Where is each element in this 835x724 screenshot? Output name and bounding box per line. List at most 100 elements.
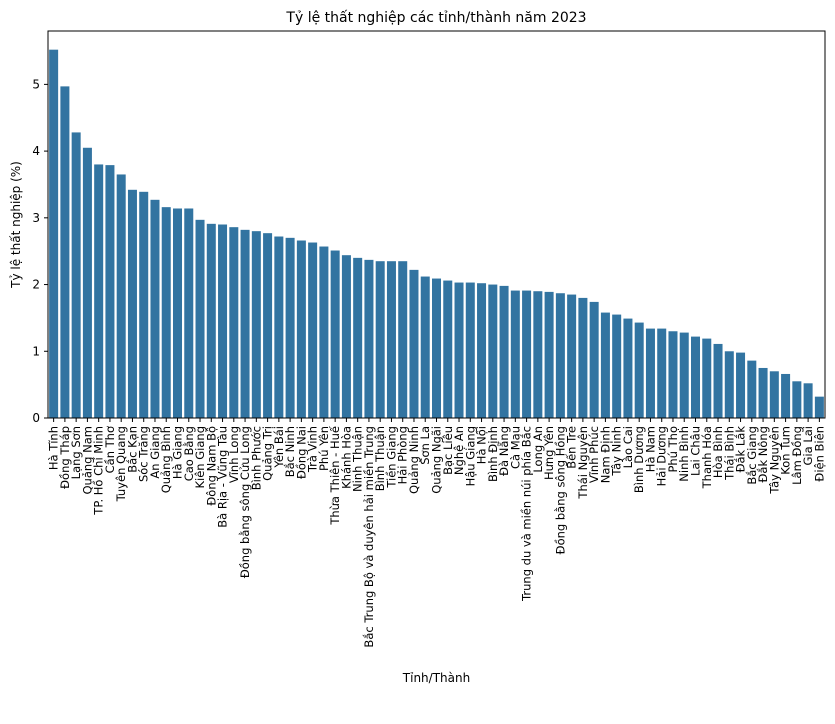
bar-23 [308,242,318,418]
bar-52 [634,322,644,418]
bar-31 [398,261,408,418]
chart-title: Tỷ lệ thất nghiệp các tỉnh/thành năm 202… [285,10,586,26]
bar-50 [612,314,622,418]
bar-12 [184,208,194,418]
x-tick-label-39: Bình Định [486,426,500,482]
bar-63 [758,367,768,418]
x-tick-label-13: Kiên Giang [193,426,207,489]
x-tick-label-64: Tây Nguyên [767,426,781,495]
x-tick-label-33: Sơn La [418,426,432,465]
bar-13 [195,219,205,418]
x-tick-label-54: Hải Dương [655,426,669,486]
x-tick-label-37: Hậu Giang [463,426,477,486]
bar-55 [668,331,678,418]
x-tick-label-29: Bình Thuận [373,426,387,491]
bar-14 [206,223,216,418]
bar-30 [386,261,396,418]
x-tick-label-15: Bà Rịa - Vũng Tàu [216,426,230,528]
x-tick-label-52: Bình Dương [632,426,646,493]
bar-45 [555,293,565,418]
bar-24 [319,246,329,418]
x-tick-label-61: Đắk Lắk [734,426,748,473]
x-tick-label-55: Phú Thọ [666,426,680,473]
bar-42 [522,290,532,418]
bar-54 [657,328,667,418]
bar-56 [679,332,689,418]
y-tick-label-3: 3 [32,211,40,225]
x-tick-label-57: Lai Châu [689,426,703,476]
bar-11 [173,208,183,418]
x-tick-label-65: Kon Tum [779,426,793,475]
x-tick-label-30: Tiền Giang [384,426,398,489]
x-tick-label-7: Bắc Kạn [125,426,139,473]
x-tick-label-38: Hà Nội [475,426,489,464]
bar-20 [274,236,284,418]
bar-27 [353,257,363,418]
y-tick-label-0: 0 [32,411,40,425]
x-tick-label-17: Đồng bằng sông Cửu Long [238,426,252,578]
bar-32 [409,269,419,418]
bar-38 [477,283,487,418]
bar-62 [747,360,757,418]
bar-4 [94,164,104,418]
x-tick-label-35: Bạc Liêu [441,426,455,475]
bar-59 [713,343,723,418]
bar-65 [781,373,791,418]
y-tick-label-5: 5 [32,77,40,91]
bar-66 [792,381,802,418]
bar-5 [105,165,115,418]
x-axis-label: Tỉnh/Thành [402,671,470,685]
x-tick-label-62: Bắc Giang [745,426,759,485]
bar-35 [443,280,453,418]
x-tick-label-28: Bắc Trung Bộ và duyên hải miền Trung [362,426,376,648]
x-tick-label-4: TP. Hồ Chí Minh [92,426,106,516]
bar-36 [454,282,464,418]
x-tick-label-34: Quảng Ngãi [430,426,444,494]
x-tick-label-9: An Giang [148,426,162,479]
bar-2 [71,132,81,419]
bar-39 [488,284,498,418]
x-tick-label-41: Cà Mau [508,426,522,469]
x-tick-label-47: Thái Nguyên [576,426,590,500]
x-tick-label-44: Hưng Yên [542,426,556,480]
x-tick-label-36: Nghệ An [452,426,466,475]
bars-group [49,49,824,419]
bar-6 [116,174,126,418]
y-tick-label-2: 2 [32,278,40,292]
y-tick-label-4: 4 [32,144,40,158]
plot-frame [47,30,826,419]
x-tick-label-63: Đắk Nông [756,426,770,483]
x-tick-label-32: Quảng Ninh [407,426,421,494]
x-tick-label-31: Hải Phòng [396,426,410,484]
x-tick-label-6: Tuyên Quang [114,426,128,502]
bar-46 [567,294,577,418]
bar-64 [769,371,779,418]
bar-49 [600,312,610,418]
x-tick-label-59: Hòa Bình [711,426,725,478]
bar-67 [803,383,813,418]
bar-15 [218,224,228,418]
bar-0 [49,49,59,419]
x-tick-label-21: Bắc Ninh [283,426,297,477]
x-tick-label-12: Cao Bằng [182,426,196,481]
bar-51 [623,318,633,418]
bar-17 [240,229,250,418]
bar-57 [691,336,701,418]
bar-22 [296,240,306,418]
bar-19 [263,233,273,418]
x-tick-label-0: Hà Tĩnh [47,426,61,470]
x-tick-label-14: Đông Nam Bộ [204,426,218,506]
bar-25 [330,250,340,418]
bar-3 [82,147,92,418]
x-tick-label-50: Tây Ninh [610,426,624,477]
x-tick-label-68: Điện Biên [812,426,826,482]
x-tick-label-16: Vĩnh Long [227,426,241,483]
x-tick-label-19: Quảng Trị [261,426,275,481]
bar-29 [375,261,385,418]
x-tick-label-26: Khánh Hòa [339,426,353,489]
bar-44 [544,291,554,418]
x-tick-label-45: Đồng bằng sông Hồng [553,426,567,554]
x-tick-label-42: Trung du và miền núi phía Bắc [520,426,534,602]
x-tick-label-1: Đồng Tháp [58,426,72,489]
y-tick-label-1: 1 [32,344,40,358]
